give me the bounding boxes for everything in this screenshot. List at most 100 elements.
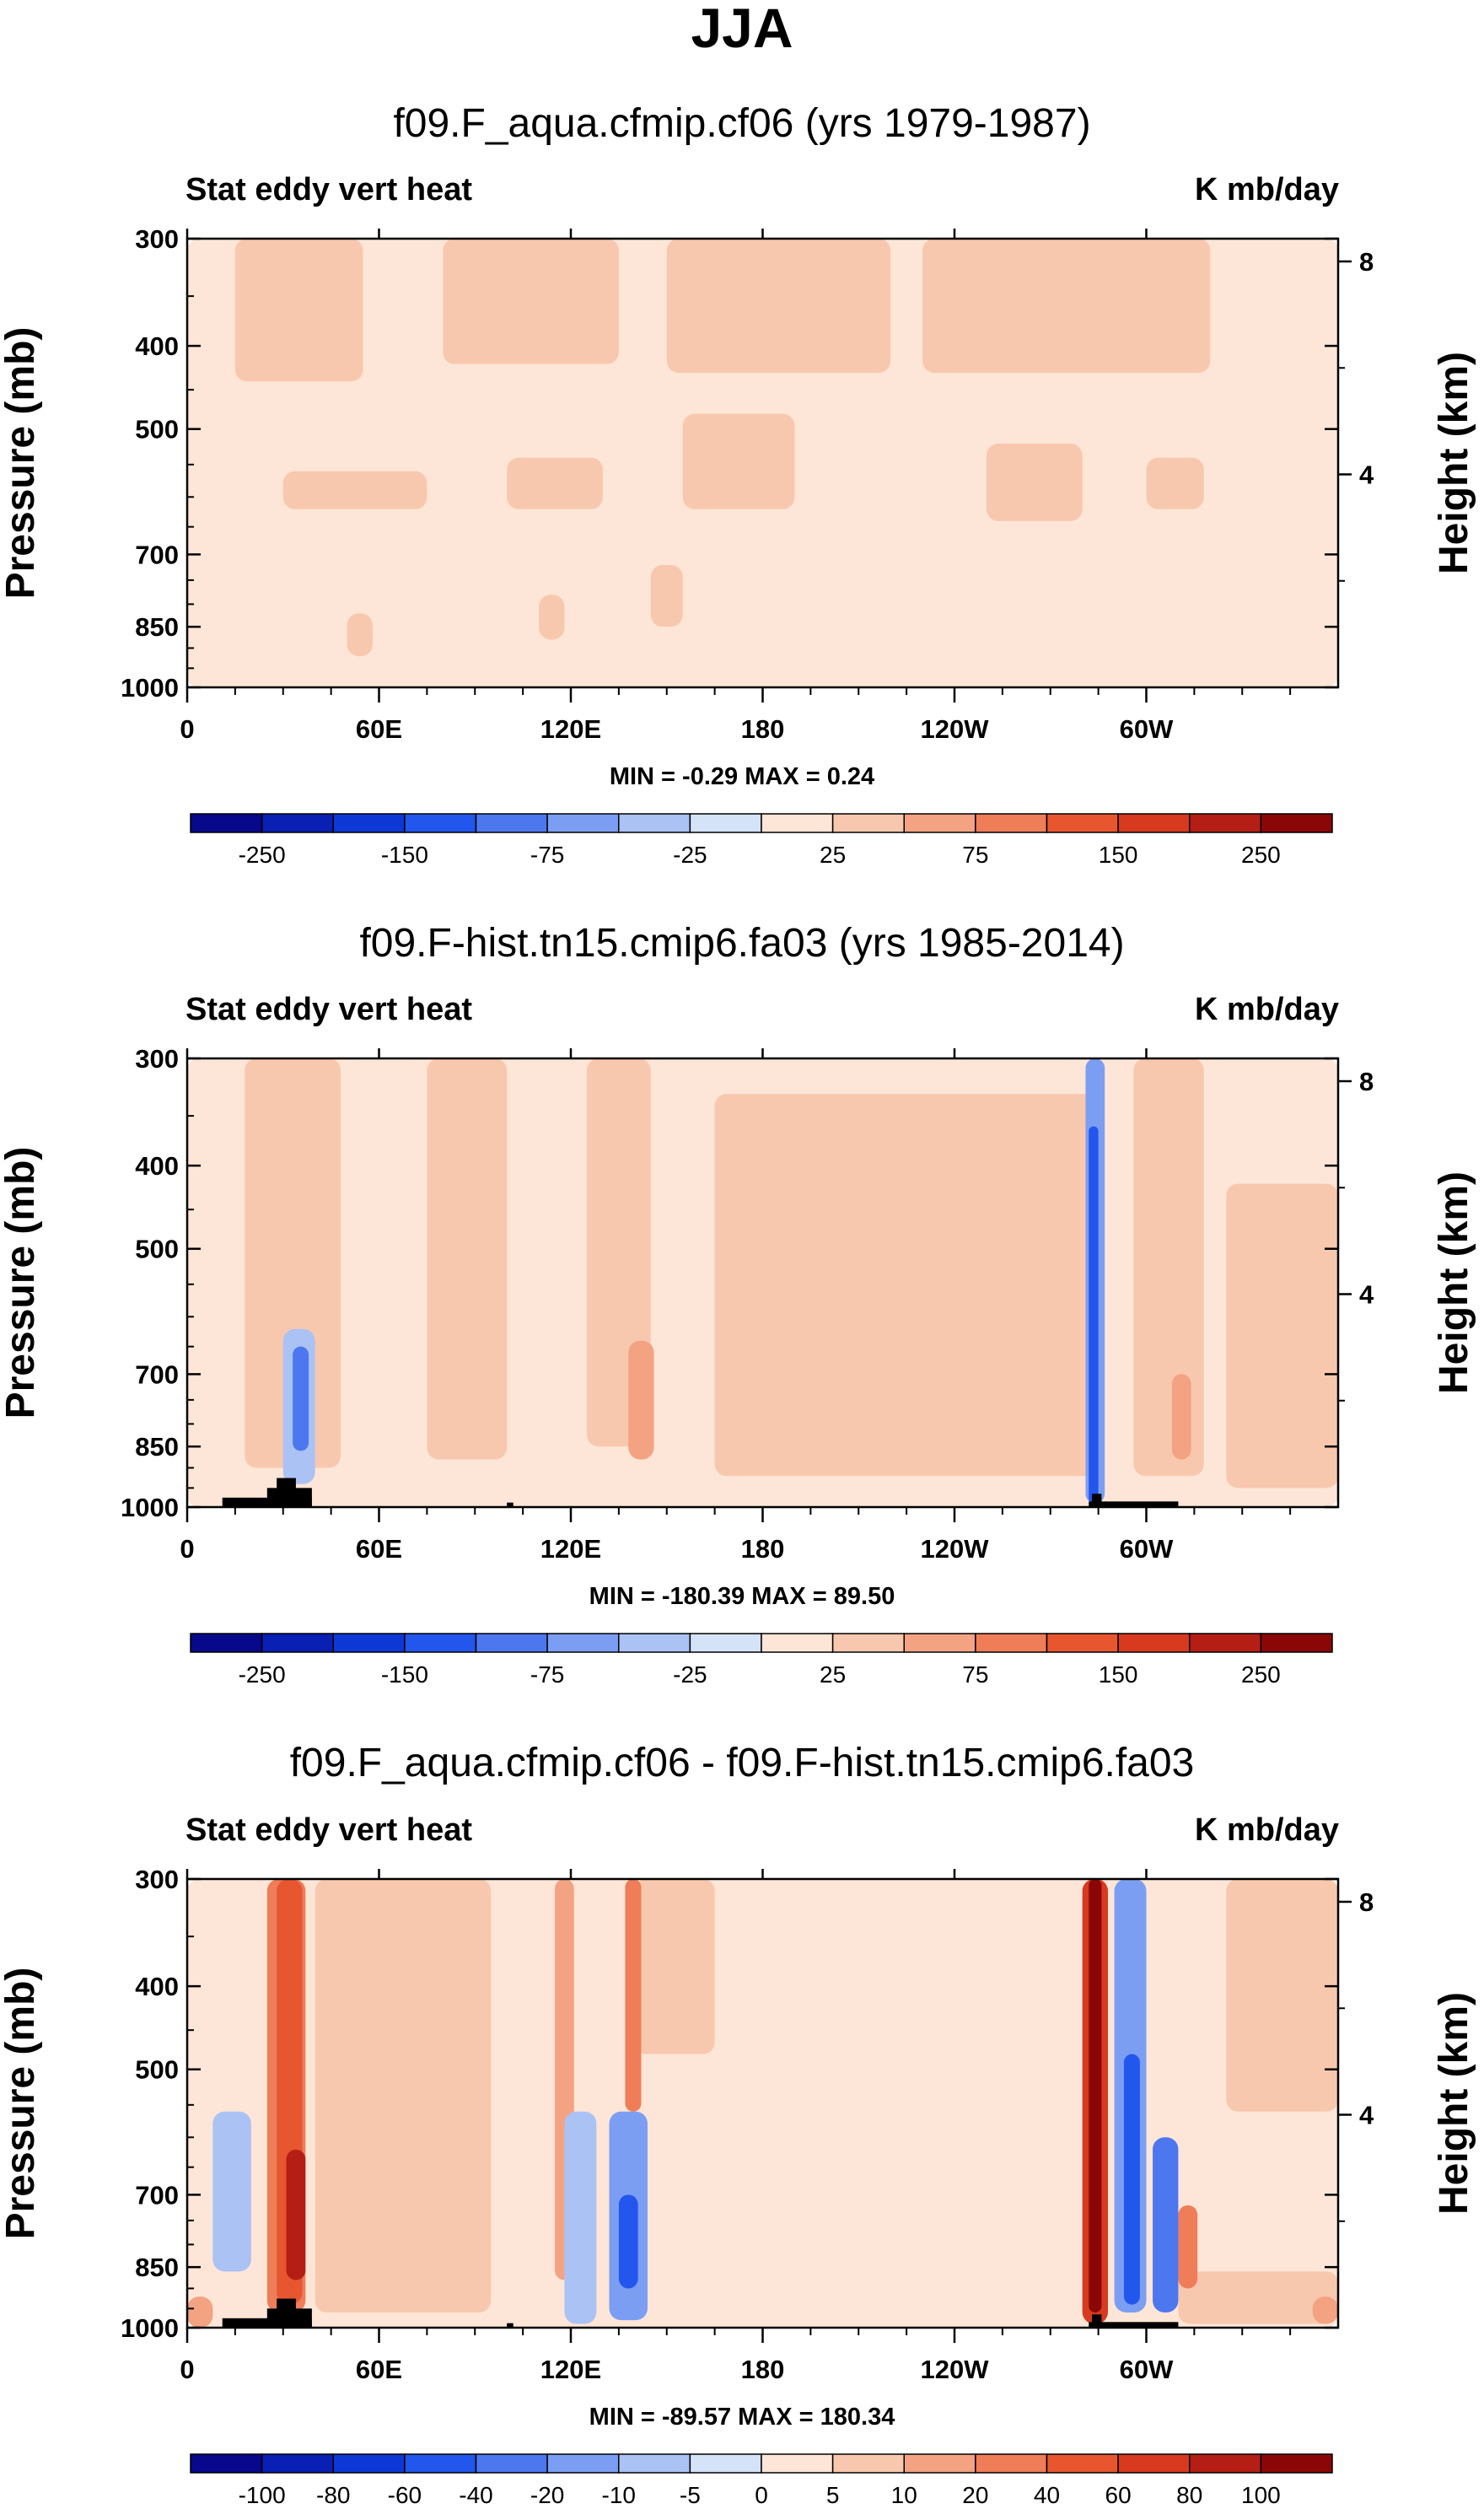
panel-2: f09.F-hist.tn15.cmip6.fa03 (yrs 1985-201…: [0, 921, 1476, 1688]
variable-label: Stat eddy vert heat: [186, 992, 472, 1027]
topography-mask: [507, 1502, 513, 1507]
colorbar-label: -25: [673, 1661, 707, 1688]
x-tick-label: 120E: [540, 714, 601, 744]
colorbar-swatch: [1260, 1633, 1333, 1653]
contour-fill: [187, 239, 1338, 687]
x-tick-label: 180: [741, 1534, 785, 1564]
colorbar-label: 75: [962, 1661, 988, 1688]
colorbar-swatch: [475, 813, 548, 833]
y-axis-title: Pressure (mb): [0, 1147, 43, 1419]
min-max-label: MIN = -0.29 MAX = 0.24: [610, 763, 874, 790]
colorbar-swatch: [1046, 813, 1119, 833]
colorbar-label: -5: [680, 2482, 701, 2508]
colorbar-swatch: [475, 1633, 548, 1653]
colorbar-label: -60: [388, 2482, 422, 2508]
colorbar-swatch: [404, 813, 477, 833]
contour-region: [212, 2111, 251, 2272]
topography-mask: [1092, 1494, 1102, 1507]
contour-region: [427, 1058, 508, 1460]
colorbar-label: 250: [1241, 842, 1281, 868]
colorbar-label: 60: [1105, 2482, 1132, 2508]
colorbar-label: -75: [530, 842, 564, 868]
colorbar-label: 40: [1034, 2482, 1060, 2508]
x-tick-label: 120E: [540, 2355, 601, 2384]
contour-region: [1123, 2054, 1140, 2305]
x-tick-label: 0: [180, 714, 194, 744]
contour-region: [539, 595, 565, 640]
y-tick-label: 700: [135, 2180, 179, 2210]
y2-axis-title: Height (km): [1432, 1992, 1476, 2215]
contour-region: [1178, 2205, 1198, 2289]
y-tick-label: 500: [135, 2055, 179, 2085]
colorbar-swatch: [475, 2453, 548, 2474]
colorbar-swatch: [1189, 2453, 1262, 2474]
y2-tick-label: 4: [1359, 2101, 1374, 2130]
colorbar-swatch: [761, 813, 834, 833]
colorbar-label: -25: [673, 842, 707, 868]
colorbar-label: -250: [239, 842, 286, 868]
panel-subtitle: f09.F-hist.tn15.cmip6.fa03 (yrs 1985-201…: [359, 921, 1124, 966]
colorbar-swatch: [689, 2453, 762, 2474]
x-tick-label: 120W: [921, 1534, 990, 1564]
contour-region: [714, 1094, 1099, 1477]
colorbar-swatch: [831, 2453, 905, 2474]
contour-region: [634, 1879, 715, 2054]
y-tick-label: 300: [135, 224, 179, 254]
contour-region: [1171, 1374, 1191, 1460]
contour-region: [347, 613, 373, 657]
contour-region: [1226, 1879, 1338, 2112]
y2-tick-label: 4: [1359, 1280, 1374, 1310]
colorbar-swatch: [1046, 1633, 1119, 1653]
x-tick-label: 0: [180, 1534, 194, 1564]
x-tick-label: 180: [741, 714, 785, 744]
x-tick-label: 0: [180, 2355, 194, 2384]
x-tick-label: 60W: [1120, 714, 1174, 744]
topography-mask: [1089, 1501, 1179, 1507]
y-tick-label: 700: [135, 1359, 179, 1389]
units-label: K mb/day: [1195, 172, 1339, 207]
y-tick-label: 400: [135, 1151, 179, 1181]
colorbar-swatch: [689, 813, 762, 833]
topography-mask: [277, 1478, 296, 1507]
contour-region: [628, 1340, 654, 1460]
colorbar-swatch: [1117, 2453, 1191, 2474]
panel-1: f09.F_aqua.cfmip.cf06 (yrs 1979-1987) St…: [0, 101, 1476, 868]
contour-region: [564, 2111, 597, 2324]
colorbar-label: 150: [1099, 842, 1138, 868]
figure-title: JJA: [691, 0, 793, 59]
topography-mask: [1089, 2322, 1179, 2328]
units-label: K mb/day: [1195, 1812, 1339, 1848]
contour-region: [1312, 2296, 1338, 2324]
contour-region: [234, 239, 363, 382]
colorbar-swatch: [618, 2453, 691, 2474]
contour-region: [986, 444, 1083, 521]
colorbar-label: -150: [381, 842, 428, 868]
colorbar-label: -10: [602, 2482, 636, 2508]
contour-region: [625, 1879, 642, 2112]
colorbar-swatch: [332, 2453, 406, 2474]
y-tick-label: 400: [135, 331, 179, 361]
contour-region: [187, 2296, 213, 2328]
colorbar-swatch: [618, 1633, 691, 1653]
y-tick-label: 1000: [121, 2313, 179, 2343]
colorbar-label: -250: [239, 1661, 286, 1688]
contour-region: [666, 239, 891, 374]
contour-region: [1153, 2137, 1179, 2312]
colorbar-label: 100: [1241, 2482, 1281, 2508]
y2-tick-label: 8: [1359, 1887, 1374, 1917]
y-tick-label: 700: [135, 540, 179, 569]
contour-region: [682, 413, 795, 509]
x-tick-label: 60E: [356, 2355, 402, 2384]
x-tick-label: 60E: [356, 1534, 402, 1564]
colorbar-label: 150: [1099, 1661, 1138, 1688]
x-tick-label: 120E: [540, 1534, 601, 1564]
colorbar-swatch: [761, 2453, 834, 2474]
colorbar-label: -20: [530, 2482, 564, 2508]
contour-region: [1178, 2271, 1338, 2324]
panel-subtitle: f09.F_aqua.cfmip.cf06 (yrs 1979-1987): [393, 101, 1090, 146]
colorbar-swatch: [546, 2453, 620, 2474]
colorbar-label: -40: [459, 2482, 492, 2508]
y-axis-title: Pressure (mb): [0, 327, 43, 600]
y-axis-title: Pressure (mb): [0, 1968, 43, 2240]
variable-label: Stat eddy vert heat: [186, 172, 472, 207]
